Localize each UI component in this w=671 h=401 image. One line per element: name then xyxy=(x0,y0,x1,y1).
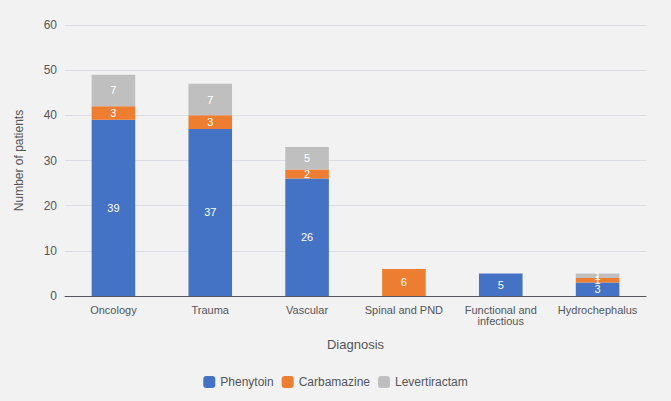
svg-text:Levertiractam: Levertiractam xyxy=(395,375,468,389)
svg-text:0: 0 xyxy=(50,289,57,303)
svg-text:Phenytoin: Phenytoin xyxy=(220,375,273,389)
svg-text:7: 7 xyxy=(207,94,213,106)
svg-text:Hydrochephalus: Hydrochephalus xyxy=(558,304,638,316)
svg-text:Functional and: Functional and xyxy=(464,303,537,316)
svg-text:37: 37 xyxy=(204,206,216,218)
svg-text:Diagnosis: Diagnosis xyxy=(327,337,385,352)
svg-text:20: 20 xyxy=(44,199,58,213)
svg-text:Trauma: Trauma xyxy=(192,304,230,316)
svg-text:infectious: infectious xyxy=(478,315,525,327)
svg-text:2: 2 xyxy=(304,168,310,180)
svg-text:Number of patients: Number of patients xyxy=(12,110,26,211)
svg-text:3: 3 xyxy=(594,283,601,296)
svg-text:50: 50 xyxy=(44,63,58,77)
svg-text:1: 1 xyxy=(595,270,601,282)
svg-text:Carbamazine: Carbamazine xyxy=(299,375,371,389)
svg-text:Oncology: Oncology xyxy=(90,304,137,316)
svg-text:10: 10 xyxy=(44,244,58,258)
svg-text:5: 5 xyxy=(498,279,504,291)
svg-text:6: 6 xyxy=(401,276,407,288)
svg-text:Vascular: Vascular xyxy=(286,304,328,316)
svg-text:3: 3 xyxy=(207,116,213,128)
svg-text:7: 7 xyxy=(110,84,116,96)
svg-text:39: 39 xyxy=(107,202,119,214)
svg-text:60: 60 xyxy=(44,18,58,32)
svg-text:5: 5 xyxy=(304,152,310,164)
svg-text:26: 26 xyxy=(301,231,313,243)
svg-text:3: 3 xyxy=(110,107,116,119)
svg-text:40: 40 xyxy=(44,108,58,122)
svg-text:30: 30 xyxy=(44,154,58,168)
svg-text:Spinal and PND: Spinal and PND xyxy=(365,304,443,316)
